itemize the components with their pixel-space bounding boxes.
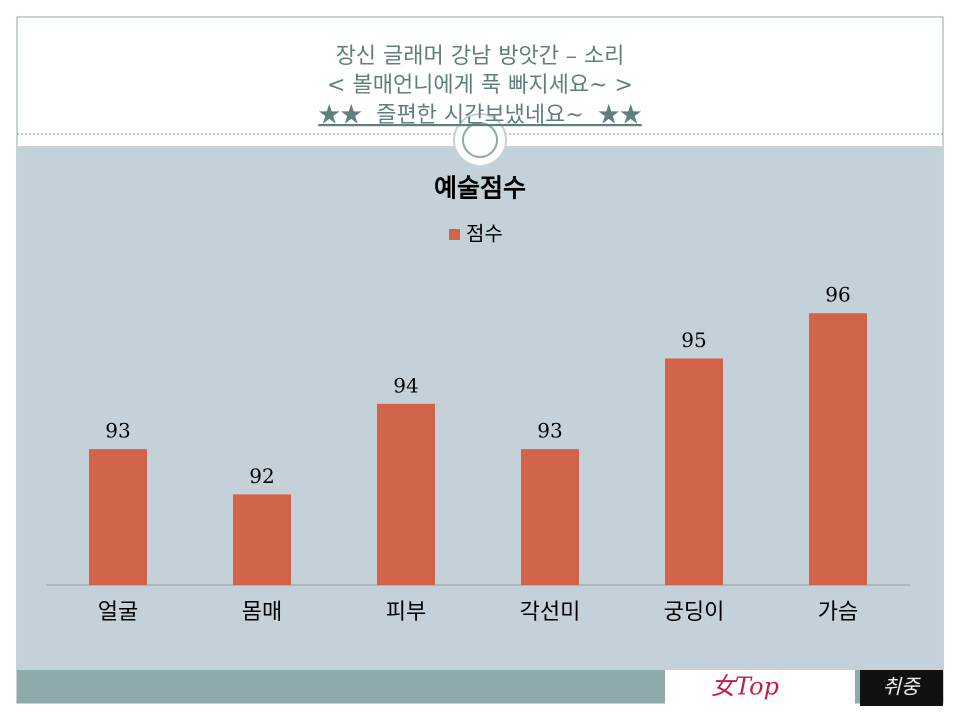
bar bbox=[521, 449, 579, 585]
value-label: 92 bbox=[249, 464, 274, 488]
legend-swatch bbox=[449, 229, 460, 240]
chart-title: 예술점수 bbox=[434, 174, 526, 203]
logo: 취중 bbox=[883, 675, 921, 699]
legend-label: 점수 bbox=[466, 222, 503, 246]
logo-box bbox=[665, 670, 855, 706]
bar bbox=[89, 449, 147, 585]
header-line: 장신 글래머 강남 방앗간 – 소리 bbox=[336, 44, 625, 69]
value-label: 96 bbox=[825, 283, 850, 307]
value-label: 93 bbox=[105, 419, 130, 443]
x-tick-label: 각선미 bbox=[520, 600, 581, 625]
x-tick-label: 몸매 bbox=[242, 600, 282, 625]
logo-box bbox=[860, 670, 943, 706]
bar bbox=[233, 494, 291, 585]
x-tick-label: 얼굴 bbox=[98, 600, 138, 625]
bar bbox=[377, 403, 435, 585]
value-label: 94 bbox=[393, 373, 418, 397]
x-tick-label: 가슴 bbox=[818, 600, 858, 625]
value-label: 95 bbox=[681, 328, 706, 352]
logo: 女Top bbox=[711, 673, 779, 701]
header-line: ★★ 즐편한 시간보냈네요~ ★★ bbox=[318, 103, 642, 128]
x-tick-label: 궁딩이 bbox=[664, 600, 725, 625]
value-label: 93 bbox=[537, 419, 562, 443]
bar bbox=[809, 313, 867, 585]
content-panel bbox=[17, 146, 943, 670]
x-tick-label: 피부 bbox=[386, 600, 426, 625]
bar bbox=[665, 358, 723, 585]
divider-ornament-inner bbox=[462, 122, 498, 158]
header-line: < 볼매언니에게 푹 빠지세요~ > bbox=[327, 73, 633, 98]
